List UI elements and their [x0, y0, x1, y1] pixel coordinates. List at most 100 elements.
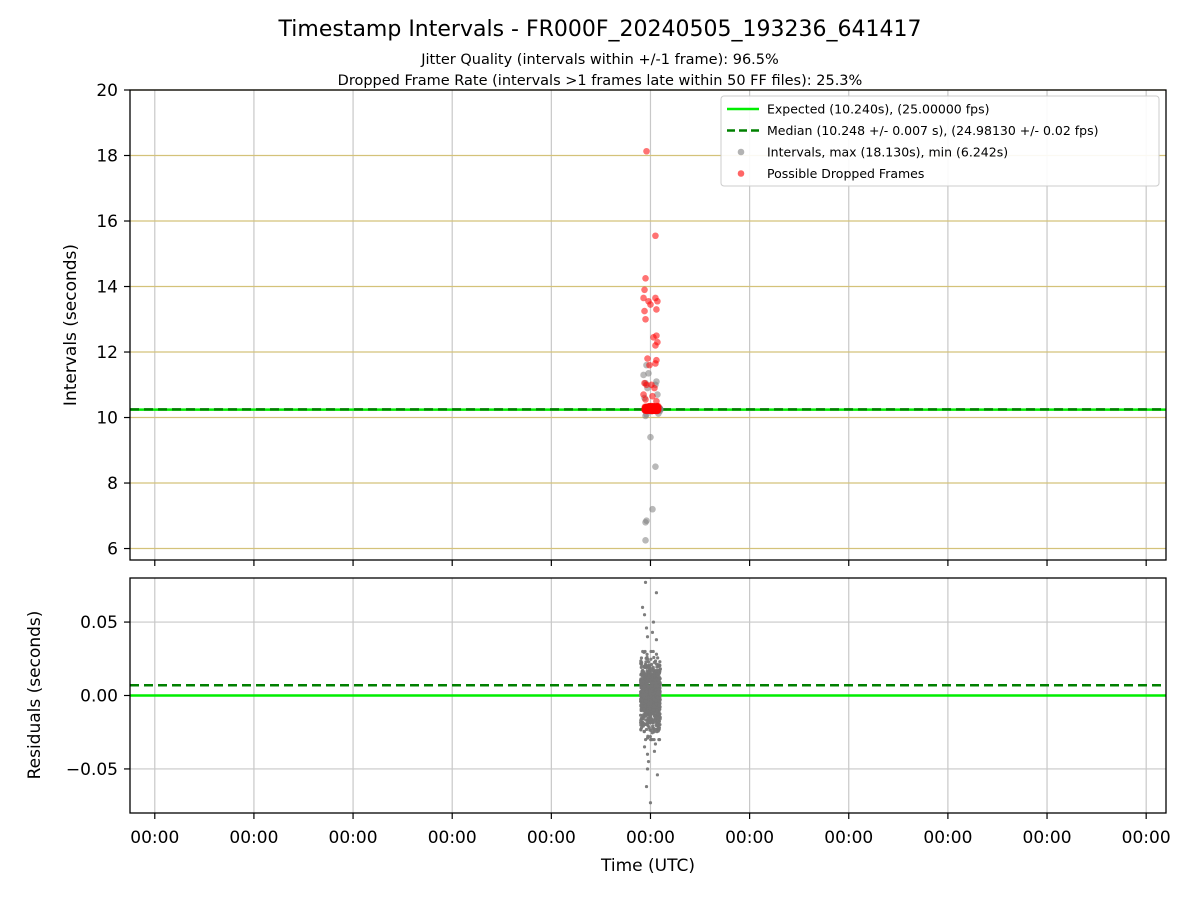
cluster-point	[654, 668, 658, 673]
legend-entry-label: Median (10.248 +/- 0.007 s), (24.98130 +…	[767, 123, 1098, 138]
data-point	[640, 371, 647, 379]
x-tick-label: 00:00	[229, 828, 278, 848]
cluster-point	[642, 730, 646, 734]
cluster-point	[654, 720, 658, 725]
cluster-point	[642, 685, 646, 689]
x-axis-label: Time (UTC)	[600, 856, 695, 876]
cluster-point	[656, 656, 660, 660]
cluster-point	[648, 721, 652, 725]
data-point	[642, 315, 649, 323]
legend-box	[720, 95, 1160, 187]
data-point	[654, 591, 659, 595]
cluster-point	[640, 723, 644, 727]
data-point	[643, 517, 650, 524]
data-point	[651, 620, 656, 624]
cluster-point	[658, 663, 662, 667]
cluster-point	[641, 649, 645, 654]
cluster-point	[647, 405, 654, 413]
data-point	[640, 294, 647, 302]
data-point	[653, 306, 660, 313]
data-point	[650, 333, 657, 341]
data-point	[642, 396, 649, 403]
cluster-point	[656, 669, 661, 673]
cluster-point	[651, 681, 655, 685]
data-point	[653, 742, 658, 746]
cluster-point	[644, 696, 648, 700]
cluster-point	[641, 671, 645, 675]
cluster-point	[639, 659, 643, 663]
cluster-point	[645, 655, 649, 659]
cluster-point	[652, 655, 656, 660]
data-point	[649, 392, 656, 400]
data-point	[649, 505, 656, 513]
cluster-point	[645, 652, 649, 656]
cluster-point	[649, 737, 653, 742]
cluster-point	[639, 662, 643, 667]
y-tick-label: −0.05	[66, 760, 118, 780]
x-tick-label: 00:00	[725, 828, 774, 848]
cluster-point	[644, 710, 648, 714]
data-point	[642, 537, 649, 544]
cluster-point	[646, 734, 650, 738]
cluster-point	[643, 737, 648, 742]
data-point	[643, 580, 648, 585]
legend-dot-marker	[737, 170, 745, 177]
data-point	[654, 638, 659, 642]
cluster-point	[642, 405, 650, 412]
cluster-point	[645, 690, 649, 694]
cluster-point	[646, 676, 650, 680]
cluster-point	[645, 723, 650, 727]
y-tick-label: 6	[107, 540, 118, 560]
subtitle-line-1: Jitter Quality (intervals within +/-1 fr…	[420, 52, 779, 68]
y-tick-label: 18	[96, 147, 118, 167]
cluster-point	[651, 711, 655, 715]
cluster-point	[657, 698, 661, 703]
y-tick-label: 0.05	[80, 613, 118, 633]
data-point	[652, 749, 657, 753]
data-point	[641, 307, 648, 315]
cluster-point	[657, 704, 661, 708]
cluster-point	[648, 668, 652, 672]
legend-entry-label: Expected (10.240s), (25.00000 fps)	[767, 102, 989, 117]
cluster-point	[652, 684, 656, 688]
cluster-point	[655, 692, 660, 696]
data-point	[642, 613, 647, 617]
data-point	[647, 433, 654, 441]
legend-entry-label: Intervals, max (18.130s), min (6.242s)	[767, 145, 1008, 160]
data-point	[643, 147, 650, 155]
data-point	[655, 773, 660, 777]
y-tick-label: 10	[96, 409, 118, 429]
data-point	[641, 286, 648, 294]
cluster-point	[640, 698, 644, 702]
cluster-point	[650, 677, 654, 681]
cluster-point	[651, 691, 656, 696]
cluster-point	[655, 678, 660, 682]
x-tick-label: 00:00	[428, 828, 477, 848]
cluster-point	[643, 699, 647, 703]
cluster-point	[639, 678, 644, 682]
data-point	[645, 370, 652, 377]
cluster-point	[639, 665, 643, 669]
cluster-point	[651, 708, 656, 712]
cluster-point	[650, 687, 654, 691]
cluster-point	[648, 717, 653, 721]
cluster-point	[650, 684, 654, 688]
x-tick-label: 00:00	[329, 828, 378, 848]
cluster-point	[649, 694, 653, 698]
data-point	[653, 397, 660, 405]
x-tick-label: 00:00	[527, 828, 576, 848]
x-tick-label: 00:00	[824, 828, 873, 848]
cluster-point	[654, 702, 658, 706]
cluster-point	[652, 730, 656, 734]
cluster-point	[649, 672, 653, 676]
cluster-point	[643, 662, 647, 667]
cluster-point	[652, 660, 656, 664]
cluster-point	[658, 667, 662, 671]
top-y-axis-label: Intervals (seconds)	[61, 244, 81, 406]
cluster-point	[648, 713, 652, 718]
legend-entry-label: Possible Dropped Frames	[767, 166, 924, 181]
cluster-point	[656, 717, 660, 721]
cluster-point	[645, 679, 649, 683]
cluster-point	[656, 696, 660, 700]
cluster-point	[648, 707, 652, 711]
